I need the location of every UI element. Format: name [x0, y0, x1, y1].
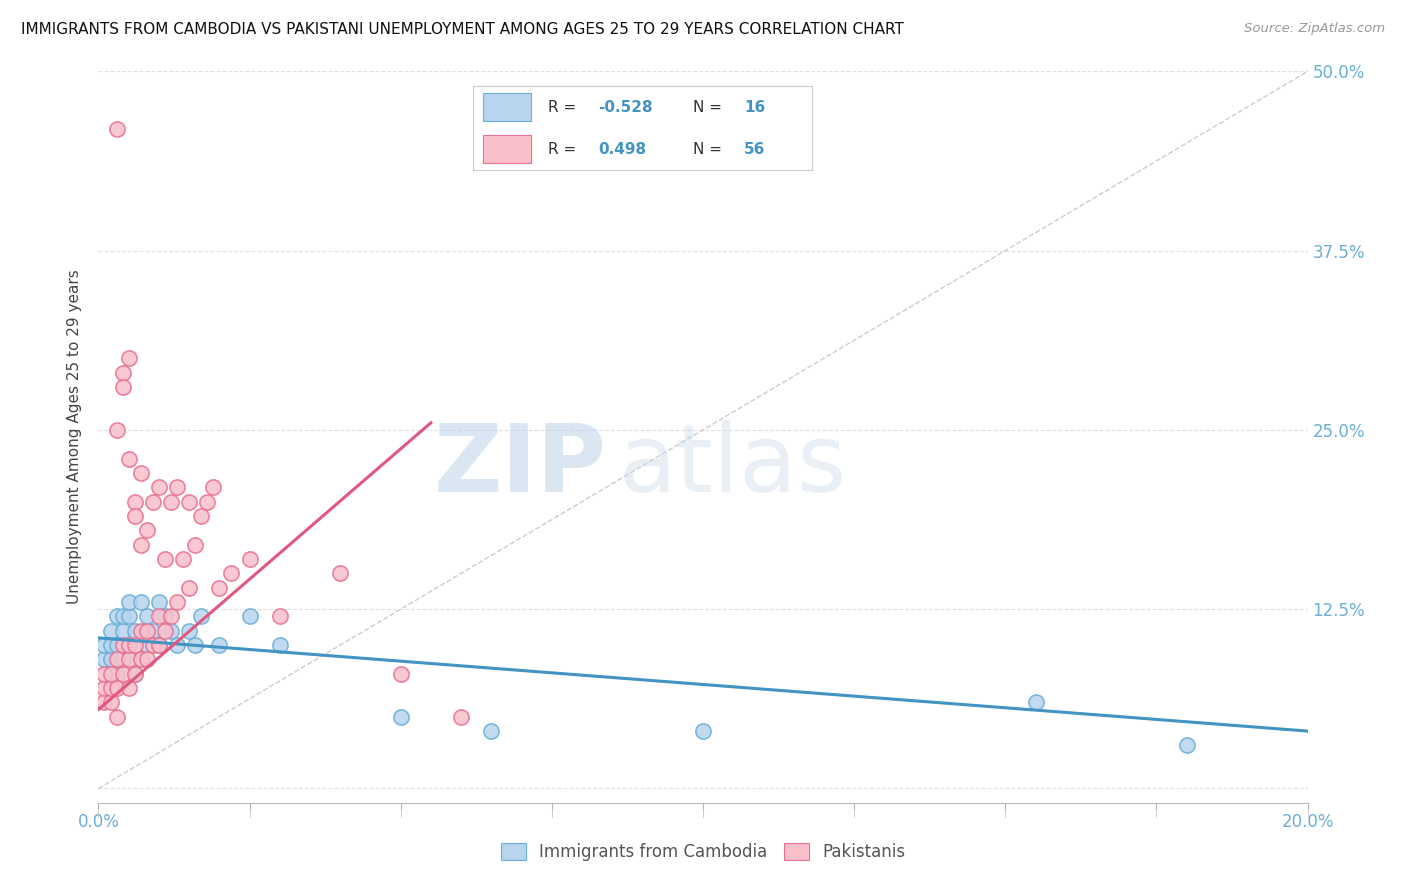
- Point: [450, 710, 472, 724]
- Point: [93, 666, 115, 681]
- Point: [100, 624, 122, 638]
- Point: [269, 609, 291, 624]
- Point: [153, 552, 176, 566]
- Point: [153, 624, 176, 638]
- Point: [208, 638, 231, 652]
- Point: [329, 566, 352, 581]
- Point: [93, 695, 115, 709]
- Point: [190, 609, 212, 624]
- Point: [111, 638, 134, 652]
- Point: [135, 524, 157, 538]
- Point: [202, 480, 225, 494]
- Point: [184, 538, 207, 552]
- Point: [111, 380, 134, 394]
- Point: [172, 552, 194, 566]
- Point: [111, 652, 134, 666]
- Point: [100, 695, 122, 709]
- Point: [389, 666, 412, 681]
- Point: [118, 638, 141, 652]
- Point: [129, 652, 152, 666]
- Text: ZIP: ZIP: [433, 420, 606, 512]
- Point: [105, 666, 128, 681]
- Point: [124, 624, 146, 638]
- Legend: Immigrants from Cambodia, Pakistanis: Immigrants from Cambodia, Pakistanis: [494, 836, 912, 868]
- Point: [142, 624, 165, 638]
- Point: [118, 681, 141, 695]
- Point: [105, 423, 128, 437]
- Point: [129, 624, 152, 638]
- Point: [129, 595, 152, 609]
- Point: [93, 652, 115, 666]
- Point: [93, 638, 115, 652]
- Point: [184, 638, 207, 652]
- Point: [195, 494, 218, 508]
- Point: [239, 552, 262, 566]
- Point: [100, 638, 122, 652]
- Point: [221, 566, 243, 581]
- Text: Source: ZipAtlas.com: Source: ZipAtlas.com: [1244, 22, 1385, 36]
- Point: [124, 508, 146, 523]
- Point: [124, 666, 146, 681]
- Point: [389, 710, 412, 724]
- Point: [269, 638, 291, 652]
- Point: [100, 666, 122, 681]
- Point: [179, 581, 201, 595]
- Point: [481, 724, 503, 739]
- Point: [153, 609, 176, 624]
- Point: [118, 351, 141, 366]
- Point: [135, 638, 157, 652]
- Point: [129, 466, 152, 480]
- Point: [124, 666, 146, 681]
- Point: [118, 451, 141, 466]
- Point: [111, 366, 134, 380]
- Y-axis label: Unemployment Among Ages 25 to 29 years: Unemployment Among Ages 25 to 29 years: [67, 269, 83, 605]
- Point: [105, 609, 128, 624]
- Point: [148, 609, 170, 624]
- Point: [1024, 695, 1046, 709]
- Point: [124, 638, 146, 652]
- Point: [1175, 739, 1198, 753]
- Point: [148, 638, 170, 652]
- Point: [111, 624, 134, 638]
- Point: [105, 681, 128, 695]
- Point: [179, 494, 201, 508]
- Point: [166, 638, 188, 652]
- Point: [118, 638, 141, 652]
- Point: [148, 595, 170, 609]
- Point: [135, 652, 157, 666]
- Text: atlas: atlas: [619, 420, 846, 512]
- Point: [148, 638, 170, 652]
- Point: [190, 508, 212, 523]
- Point: [166, 480, 188, 494]
- Point: [160, 609, 183, 624]
- Point: [100, 652, 122, 666]
- Point: [105, 638, 128, 652]
- Point: [105, 121, 128, 136]
- Point: [93, 681, 115, 695]
- Point: [239, 609, 262, 624]
- Text: IMMIGRANTS FROM CAMBODIA VS PAKISTANI UNEMPLOYMENT AMONG AGES 25 TO 29 YEARS COR: IMMIGRANTS FROM CAMBODIA VS PAKISTANI UN…: [21, 22, 904, 37]
- Point: [142, 638, 165, 652]
- Point: [111, 666, 134, 681]
- Point: [124, 494, 146, 508]
- Point: [135, 624, 157, 638]
- Point: [142, 494, 165, 508]
- Point: [135, 609, 157, 624]
- Point: [105, 710, 128, 724]
- Point: [118, 609, 141, 624]
- Point: [208, 581, 231, 595]
- Point: [118, 652, 141, 666]
- Point: [160, 494, 183, 508]
- Point: [166, 595, 188, 609]
- Point: [100, 681, 122, 695]
- Point: [118, 595, 141, 609]
- Point: [148, 480, 170, 494]
- Point: [129, 652, 152, 666]
- Point: [179, 624, 201, 638]
- Point: [105, 652, 128, 666]
- Point: [160, 624, 183, 638]
- Point: [111, 609, 134, 624]
- Point: [129, 538, 152, 552]
- Point: [692, 724, 714, 739]
